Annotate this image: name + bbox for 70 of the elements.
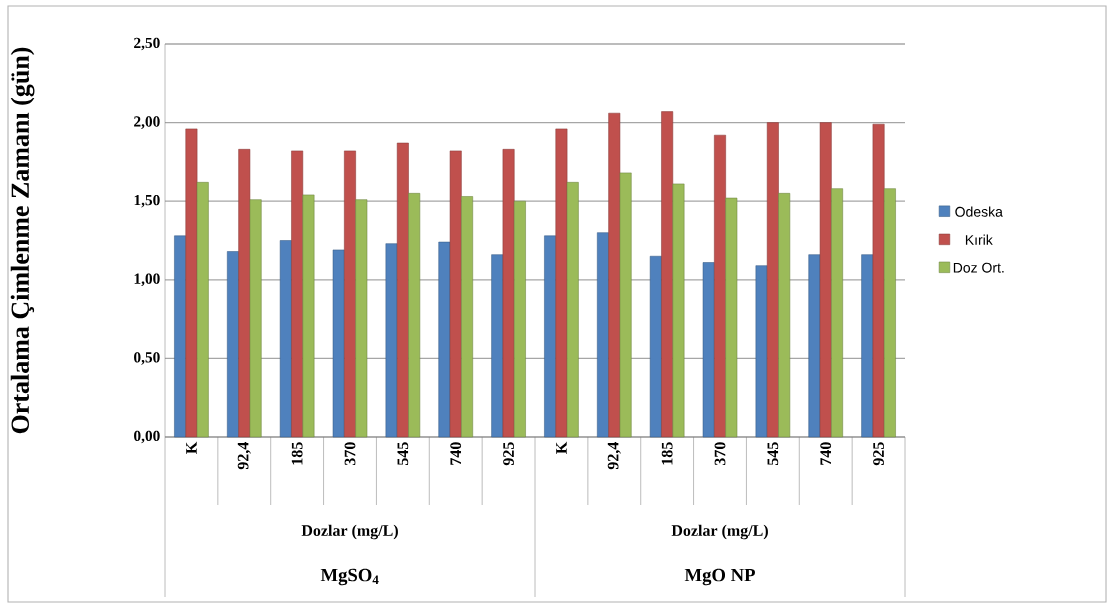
bar [555, 128, 568, 438]
bar [714, 134, 726, 438]
bar [672, 183, 685, 438]
bar [819, 122, 832, 438]
bar [185, 128, 198, 438]
bar [249, 199, 262, 438]
x-tick-label: 92,4 [237, 442, 251, 470]
y-tick-label: 0,50 [134, 352, 160, 365]
bar [502, 149, 515, 438]
x-tick-label: 925 [503, 442, 514, 466]
x-tick-label: 740 [820, 442, 832, 465]
legend-label: Kırik [965, 234, 993, 245]
bar [808, 254, 821, 438]
x-tick-label: K [186, 441, 197, 454]
bar [566, 182, 579, 438]
x-tick-label: 370 [344, 442, 356, 466]
legend-label: Odeska [955, 206, 1003, 217]
bar [408, 193, 421, 438]
text: Dozlar (mg/L) [301, 524, 398, 540]
bar [872, 123, 885, 438]
x-tick-label: 185 [291, 442, 303, 465]
bar [597, 232, 609, 438]
bar [661, 111, 674, 438]
y-tick-label: 1,00 [134, 273, 160, 287]
bar [355, 199, 368, 438]
legend-label: Doz Ort. [953, 262, 1004, 273]
y-tick-label: 2,00 [134, 116, 160, 129]
bar [302, 194, 315, 438]
x-tick-label: 92,4 [607, 442, 621, 470]
bar [491, 254, 504, 438]
bar [461, 196, 473, 438]
bar [755, 265, 768, 438]
text: MgSO$_{4}$ [320, 568, 379, 586]
bar [766, 122, 779, 438]
bar [544, 235, 557, 438]
text: MgO NP [684, 568, 755, 586]
x-tick-label: 740 [450, 442, 462, 465]
bar [238, 149, 251, 438]
bar [396, 142, 409, 438]
bar [174, 235, 187, 438]
bar [385, 243, 398, 438]
bar [344, 150, 356, 438]
x-tick-label: 545 [397, 442, 409, 466]
x-tick-label: K [556, 441, 567, 454]
bar [227, 251, 239, 438]
bar [291, 150, 304, 438]
x-tick-label: 925 [873, 442, 884, 466]
x-tick-label: 545 [767, 442, 779, 466]
bar [513, 200, 526, 438]
bar [725, 197, 738, 438]
bar [438, 241, 451, 438]
x-tick-label: 370 [714, 442, 726, 466]
bar [861, 254, 874, 438]
bar [332, 249, 345, 438]
text: Dozlar (mg/L) [671, 524, 768, 540]
y-tick-label: 0,00 [134, 430, 160, 444]
bar [702, 262, 715, 438]
bar [649, 255, 662, 438]
bar [619, 172, 632, 438]
bar [608, 112, 621, 438]
bar [778, 193, 791, 438]
bar [883, 188, 896, 438]
y-tick-label: 2,50 [134, 37, 160, 51]
y-axis-title: Ortalama Çimlenme Zamanı (gün) [10, 47, 35, 434]
bar [279, 240, 292, 438]
bar [449, 150, 462, 438]
y-tick-label: 1,50 [134, 194, 160, 208]
bar [196, 182, 209, 438]
x-tick-label: 185 [661, 442, 673, 465]
bar [831, 188, 843, 438]
